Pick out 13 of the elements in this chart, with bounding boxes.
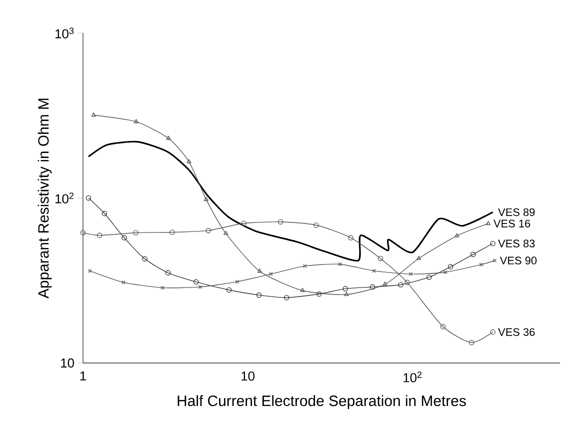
y-tick-label: 10 [61, 358, 74, 368]
series-label: VES 83 [498, 240, 535, 248]
x-axis-title: Half Current Electrode Separation in Metres [178, 395, 466, 410]
x-tick-label: 1 [80, 371, 86, 380]
x-tick-label: 10 [242, 371, 254, 381]
x-tick-label: 10$^{2}$ [404, 371, 422, 382]
y-axis-title: Apparant Resistivity in Ohm M [38, 98, 52, 298]
y-tick-label: 10$^{2}$ [56, 192, 74, 204]
series-label: VES 90 [500, 256, 537, 264]
y-tick-label: 10$^{3}$ [56, 28, 74, 38]
series-label: VES 36 [498, 328, 535, 336]
series-label: VES 89 [498, 208, 535, 216]
series-label: VES 16 [493, 220, 530, 228]
